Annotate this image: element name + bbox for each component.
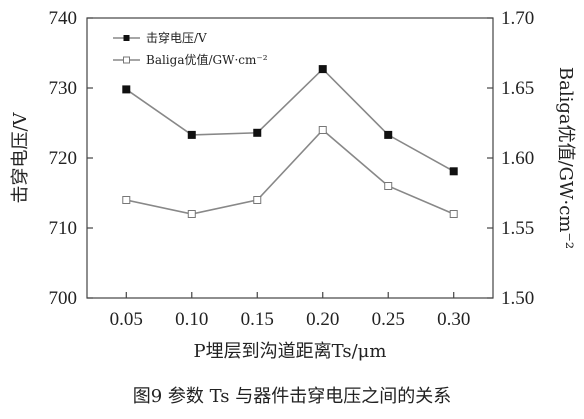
series-layer [122,65,458,218]
series-1-point [384,130,393,139]
series-1-point [449,167,458,176]
series-2-point [187,210,196,218]
x-tick-label: 0.25 [372,309,405,330]
series-1-point [253,128,262,137]
series-line-1 [125,67,455,172]
left-y-tick-label: 710 [49,218,78,239]
right-y-tick-label: 1.60 [501,148,534,169]
left-y-tick-label: 720 [49,148,78,169]
figure-caption: 图9 参数 Ts 与器件击穿电压之间的关系 [132,386,452,407]
left-y-axis: 700 710 720 730 740 [49,8,93,309]
left-axis-title: 击穿电压/V [10,111,31,203]
x-tick-label: 0.10 [175,309,208,330]
series-line-2 [126,128,455,215]
left-y-tick-label: 730 [49,78,78,99]
legend-marker-breakdown [123,35,130,41]
right-y-tick-label: 1.65 [501,78,534,99]
series-1-point [187,130,196,139]
legend: 击穿电压/V Baliga优值/GW·cm⁻² [113,30,268,67]
x-tick-label: 0.05 [110,309,143,330]
x-tick-label: 0.30 [437,309,470,330]
left-y-tick-label: 700 [49,288,78,309]
x-axis-title: P埋层到沟道距离Ts/μm [194,341,387,362]
right-y-tick-label: 1.70 [501,8,534,29]
x-axis: 0.05 0.10 0.15 0.20 0.25 0.30 [110,292,470,330]
right-y-tick-label: 1.50 [501,288,534,309]
series-1-point [122,85,131,94]
series-2-point [253,196,262,204]
left-y-tick-label: 740 [49,8,78,29]
legend-label-baliga: Baliga优值/GW·cm⁻² [146,52,268,67]
dual-axis-line-chart: 700 710 720 730 740 1.50 1.55 1.60 1.65 1.70 0.0… [10,8,576,362]
right-y-axis: 1.50 1.55 1.60 1.65 1.70 [487,8,534,309]
x-tick-label: 0.20 [306,309,339,330]
right-y-tick-label: 1.55 [501,218,534,239]
legend-label-breakdown: 击穿电压/V [146,30,207,45]
series-2-point [122,196,131,204]
legend-marker-baliga [123,56,130,64]
right-axis-title: Baliga优值/GW·cm⁻² [555,67,576,249]
series-2-point [318,126,327,134]
series-2-point [384,182,393,190]
x-tick-label: 0.15 [241,309,274,330]
series-2-point [449,210,458,218]
series-1-point [318,65,327,74]
